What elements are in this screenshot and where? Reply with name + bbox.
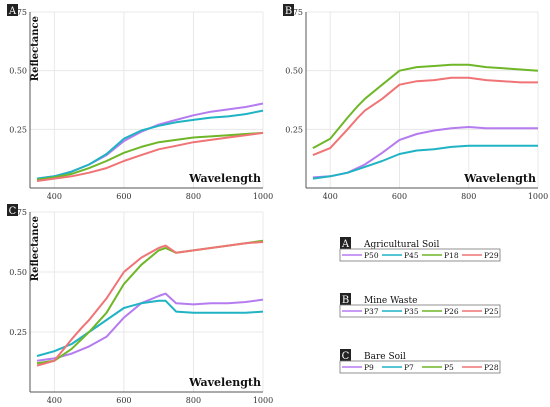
legend-item-p18: P18	[444, 251, 459, 260]
legend-title: Agricultural Soil	[363, 240, 439, 250]
series-line-p28	[36, 241, 264, 367]
legend-item-p5: P5	[444, 363, 454, 372]
panel-a: 400 600 800 1000 0.25 0.50 0.75 Wavelength Refle…	[7, 4, 273, 201]
y-tick-label: 0.50	[285, 67, 303, 76]
series-line-p25	[312, 76, 538, 157]
y-axis-label: Reflectance	[30, 16, 41, 81]
legend-item-p37: P37	[364, 307, 379, 316]
x-axis-label: Wavelength	[188, 172, 261, 185]
legend-item-p26: P26	[444, 307, 459, 316]
x-tick-label: 400	[323, 192, 338, 201]
series-line-p37	[312, 126, 538, 179]
x-axis-label: Wavelength	[188, 376, 261, 389]
legend-box	[339, 248, 501, 262]
legend-box	[339, 304, 501, 318]
y-tick-label: 0.75	[9, 8, 27, 17]
legend-item-p45: P45	[404, 251, 419, 260]
x-tick-label: 800	[461, 192, 476, 201]
y-tick-label: 0.75	[285, 8, 303, 17]
panel-label: C	[9, 206, 17, 217]
series-line-p50	[36, 102, 264, 180]
legend-title: Mine Waste	[364, 296, 417, 306]
y-axis-label: Reflectance	[30, 216, 41, 281]
legend-box	[339, 360, 501, 374]
legend-item-p50: P50	[364, 251, 379, 260]
x-tick-label: 1000	[253, 192, 273, 201]
panel-b: 400 600 800 1000 0.25 0.50 0.75 Wavelength B	[283, 4, 548, 201]
x-tick-label: 400	[47, 396, 62, 405]
series-line-p18	[36, 131, 264, 181]
x-tick-label: 800	[186, 396, 201, 405]
legend-item-p29: P29	[484, 251, 499, 260]
panel-label: B	[285, 6, 292, 17]
series-line-p45	[36, 109, 264, 180]
legend-item-p9: P9	[364, 363, 374, 372]
x-tick-label: 600	[392, 192, 407, 201]
legend-title: Bare Soil	[364, 352, 406, 362]
y-tick-label: 0.75	[9, 208, 27, 217]
x-tick-label: 400	[47, 192, 62, 201]
y-tick-label: 0.25	[285, 125, 303, 134]
x-tick-label: 600	[116, 396, 131, 405]
legend-item-p28: P28	[484, 363, 499, 372]
series-line-p35	[312, 144, 538, 180]
legend-item-p35: P35	[404, 307, 419, 316]
legend-item-p7: P7	[404, 363, 414, 372]
series-line-p26	[312, 63, 539, 149]
y-tick-label: 0.25	[9, 328, 27, 337]
legend-item-p25: P25	[484, 307, 499, 316]
panel-label-box	[283, 4, 294, 16]
y-tick-label: 0.50	[9, 67, 27, 76]
series-line-p29	[36, 131, 264, 182]
series-line-p9	[36, 292, 264, 362]
legend-label-box	[340, 293, 351, 305]
panel-c: 400 600 800 1000 0.25 0.50 0.75 Wavelength Refle…	[7, 204, 273, 405]
legend-label: C	[342, 351, 350, 362]
legend-label: B	[342, 295, 349, 306]
panel-label-box	[7, 4, 18, 16]
x-tick-label: 600	[116, 192, 131, 201]
panel-label-box	[7, 204, 18, 216]
series-line-p7	[36, 299, 264, 357]
x-axis-label: Wavelength	[463, 172, 536, 185]
y-tick-label: 0.25	[9, 125, 27, 134]
y-tick-label: 0.50	[9, 268, 27, 277]
x-tick-label: 800	[186, 192, 201, 201]
panel-label: A	[8, 6, 17, 17]
legend-label-box	[340, 237, 351, 249]
x-tick-label: 1000	[253, 396, 273, 405]
x-tick-label: 1000	[528, 192, 548, 201]
legend-label-box	[340, 349, 351, 361]
legend-label: A	[341, 239, 350, 250]
